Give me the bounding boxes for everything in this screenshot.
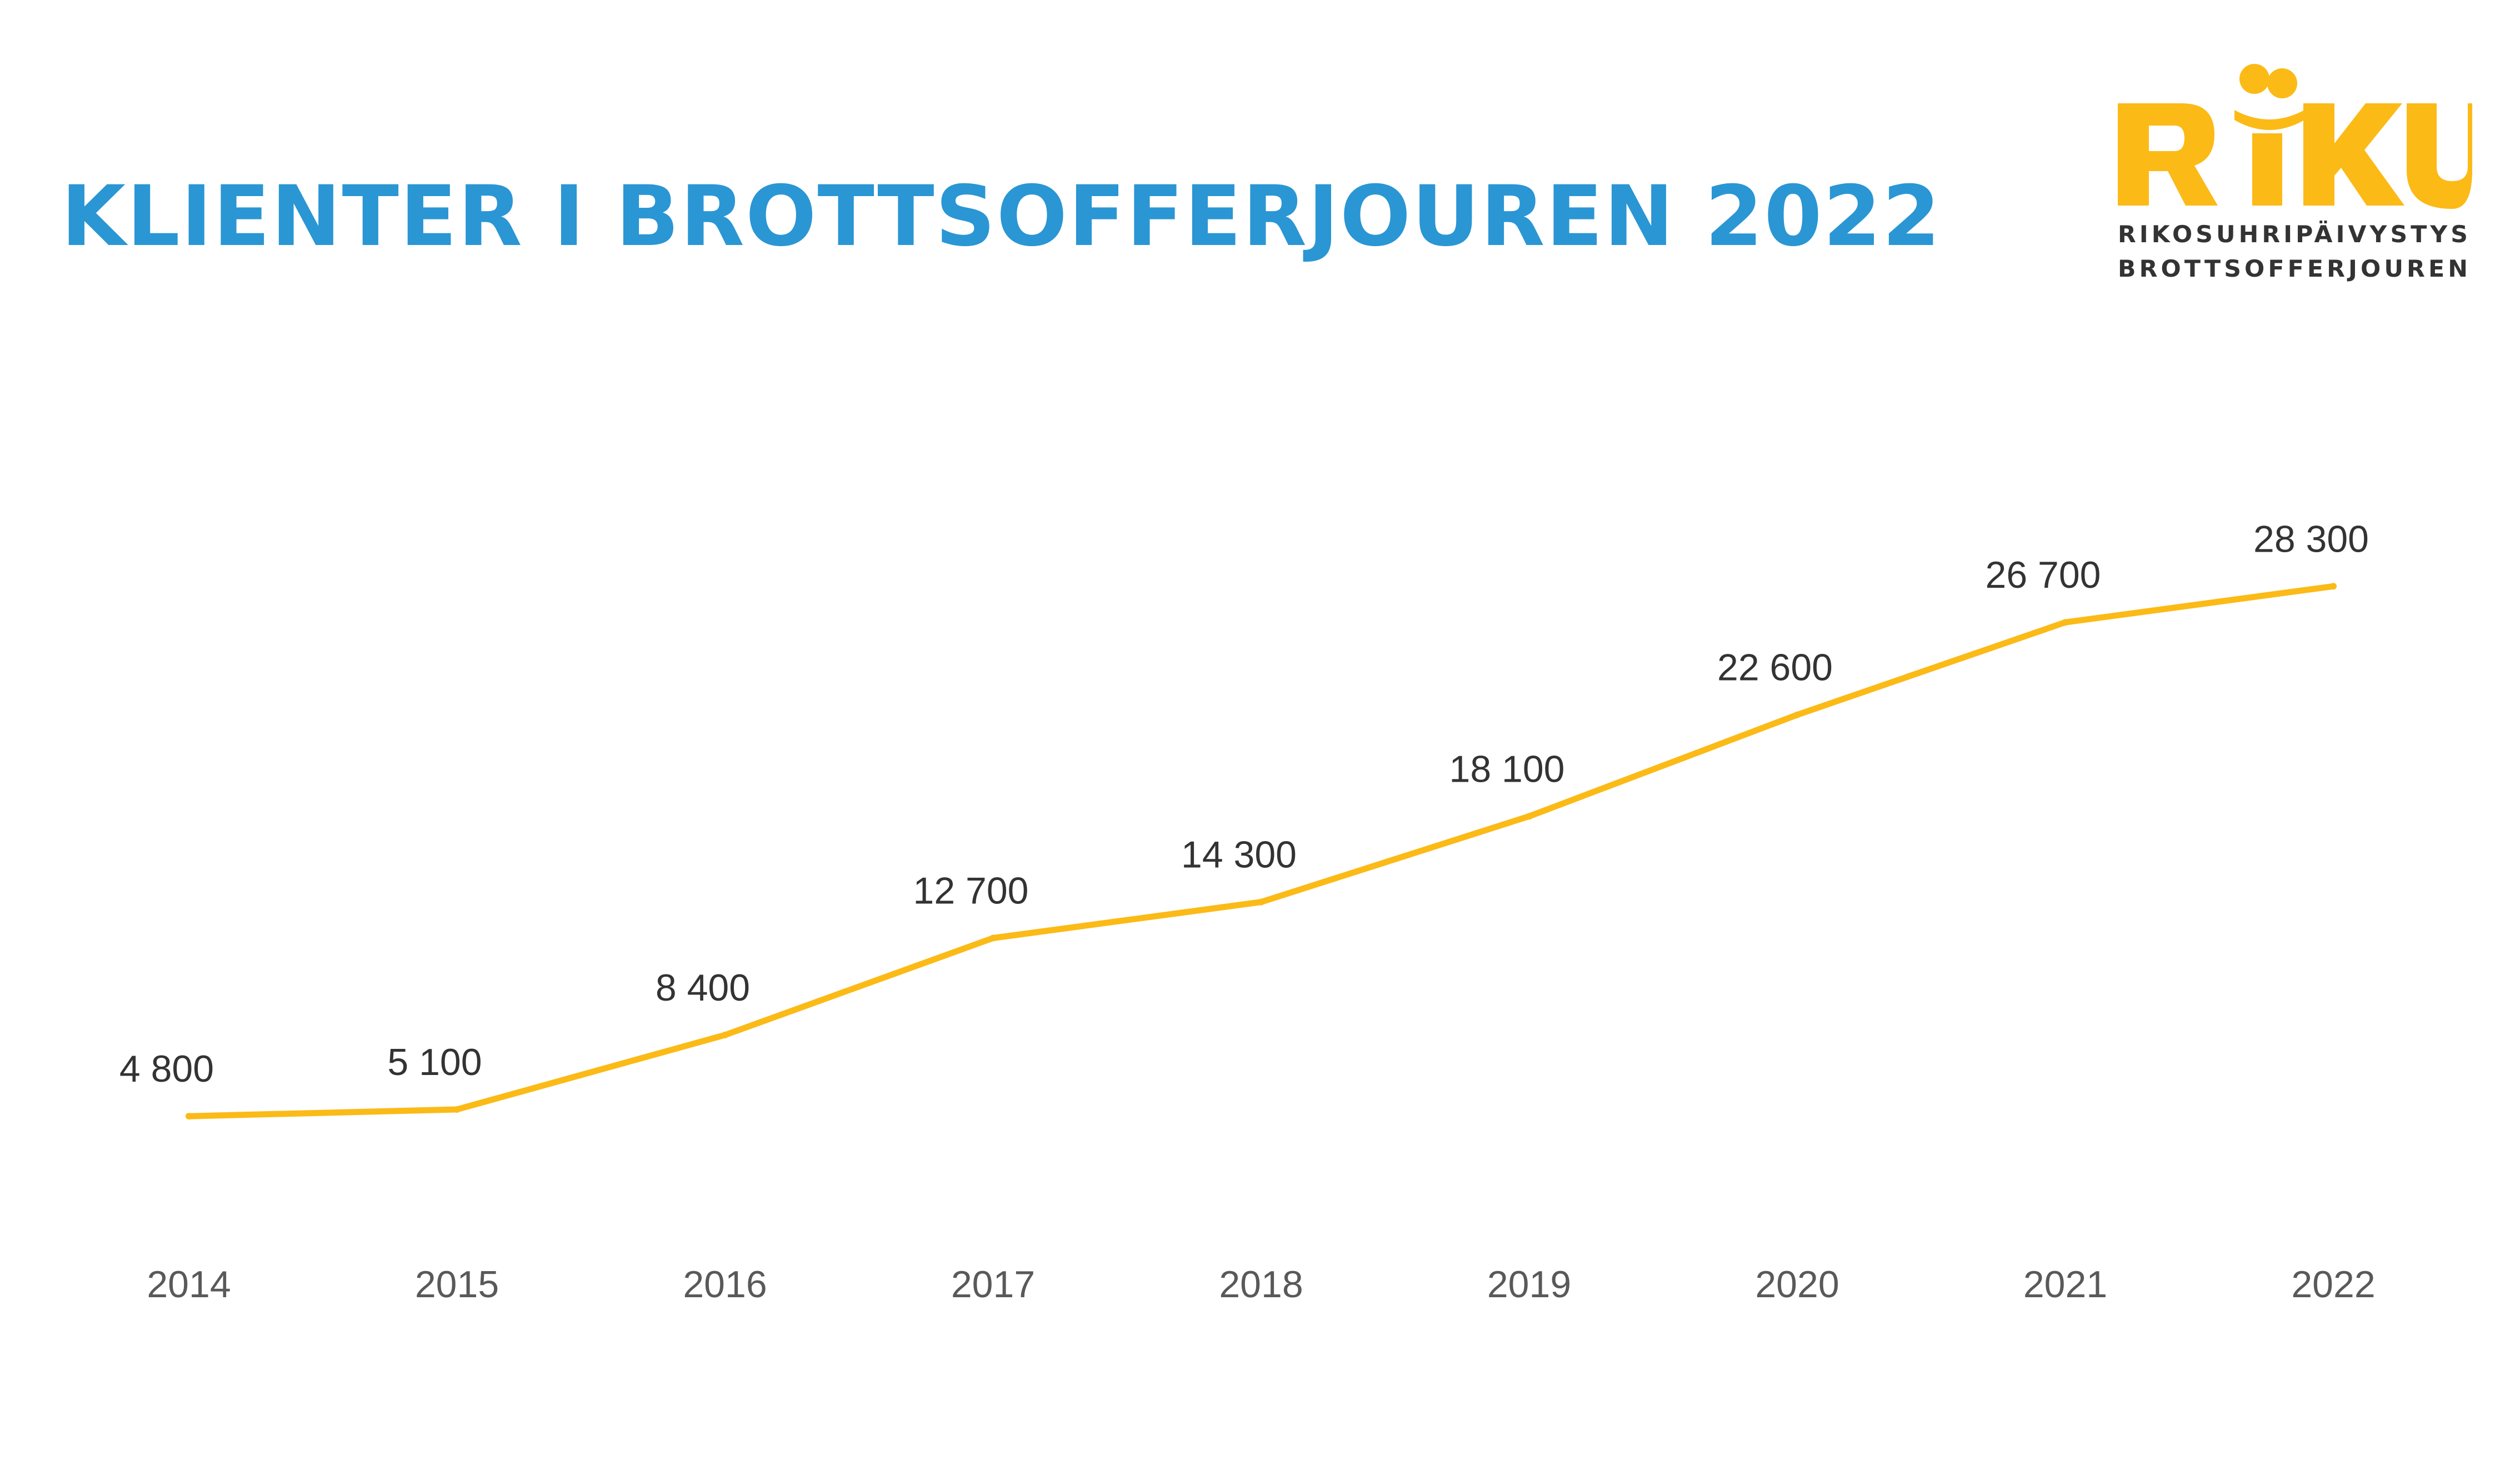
logo-figure-head-left xyxy=(2239,64,2269,94)
data-point-2022 xyxy=(2330,583,2337,590)
series-layer xyxy=(186,583,2337,1120)
data-point-2015 xyxy=(453,1106,461,1113)
x-tick-label-2016: 2016 xyxy=(683,1263,767,1306)
data-point-2018 xyxy=(1258,898,1264,906)
data-label-layer: 4 800 5 100 8 400 12 700 14 300 18 100 22 600 2… xyxy=(119,518,2369,1090)
data-point-2014 xyxy=(186,1113,192,1120)
logo-letter-k xyxy=(2303,103,2404,206)
logo-figure-head-right xyxy=(2267,68,2297,98)
data-label-2014: 4 800 xyxy=(119,1048,214,1090)
x-tick-label-2019: 2019 xyxy=(1487,1263,1571,1306)
logo-letter-u xyxy=(2407,103,2472,209)
data-label-2017: 12 700 xyxy=(913,870,1029,912)
data-point-2016 xyxy=(722,1032,728,1039)
data-point-2017 xyxy=(989,934,997,942)
logo-subtitle-2: BROTTSOFFERJOUREN xyxy=(2118,255,2471,282)
data-label-2019: 18 100 xyxy=(1449,748,1565,790)
x-tick-label-2022: 2022 xyxy=(2291,1263,2375,1306)
x-tick-label-2021: 2021 xyxy=(2023,1263,2107,1306)
data-label-2016: 8 400 xyxy=(656,967,750,1009)
x-tick-label-2017: 2017 xyxy=(951,1263,1035,1306)
data-label-2018: 14 300 xyxy=(1181,834,1297,876)
logo-figure-arms xyxy=(2234,110,2304,130)
x-tick-label-2014: 2014 xyxy=(147,1263,231,1306)
logo-letter-i xyxy=(2252,133,2282,206)
data-point-2019 xyxy=(1526,813,1533,820)
data-label-2021: 26 700 xyxy=(1986,554,2101,596)
riku-logo: RIKOSUHRIPÄIVYSTYS BROTTSOFFERJOUREN xyxy=(2118,64,2472,282)
data-point-2021 xyxy=(2062,619,2069,626)
x-axis-tick-layer: 2014 2015 2016 2017 2018 2019 2020 2021 2022 xyxy=(147,1263,2375,1306)
data-label-2020: 22 600 xyxy=(1717,647,1833,689)
page-title: KLIENTER I BROTTSOFFERJOUREN 2022 xyxy=(61,168,1942,265)
logo-letter-r xyxy=(2118,103,2218,206)
data-label-2015: 5 100 xyxy=(387,1041,482,1083)
x-tick-label-2020: 2020 xyxy=(1755,1263,1839,1306)
x-tick-label-2018: 2018 xyxy=(1219,1263,1303,1306)
data-label-2022: 28 300 xyxy=(2253,518,2369,560)
data-point-2020 xyxy=(1794,711,1801,718)
x-tick-label-2015: 2015 xyxy=(415,1263,499,1306)
logo-subtitle-1: RIKOSUHRIPÄIVYSTYS xyxy=(2118,220,2471,248)
